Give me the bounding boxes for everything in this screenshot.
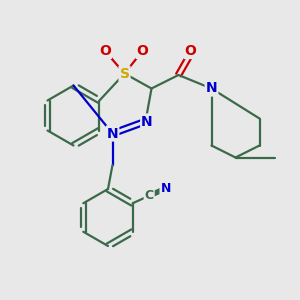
Text: N: N: [141, 115, 153, 128]
Text: O: O: [136, 44, 148, 58]
Text: O: O: [99, 44, 111, 58]
Text: N: N: [107, 127, 118, 140]
Text: C: C: [145, 189, 154, 202]
Text: S: S: [119, 67, 130, 80]
Text: O: O: [184, 44, 196, 58]
Text: N: N: [206, 82, 217, 95]
Text: N: N: [160, 182, 171, 195]
